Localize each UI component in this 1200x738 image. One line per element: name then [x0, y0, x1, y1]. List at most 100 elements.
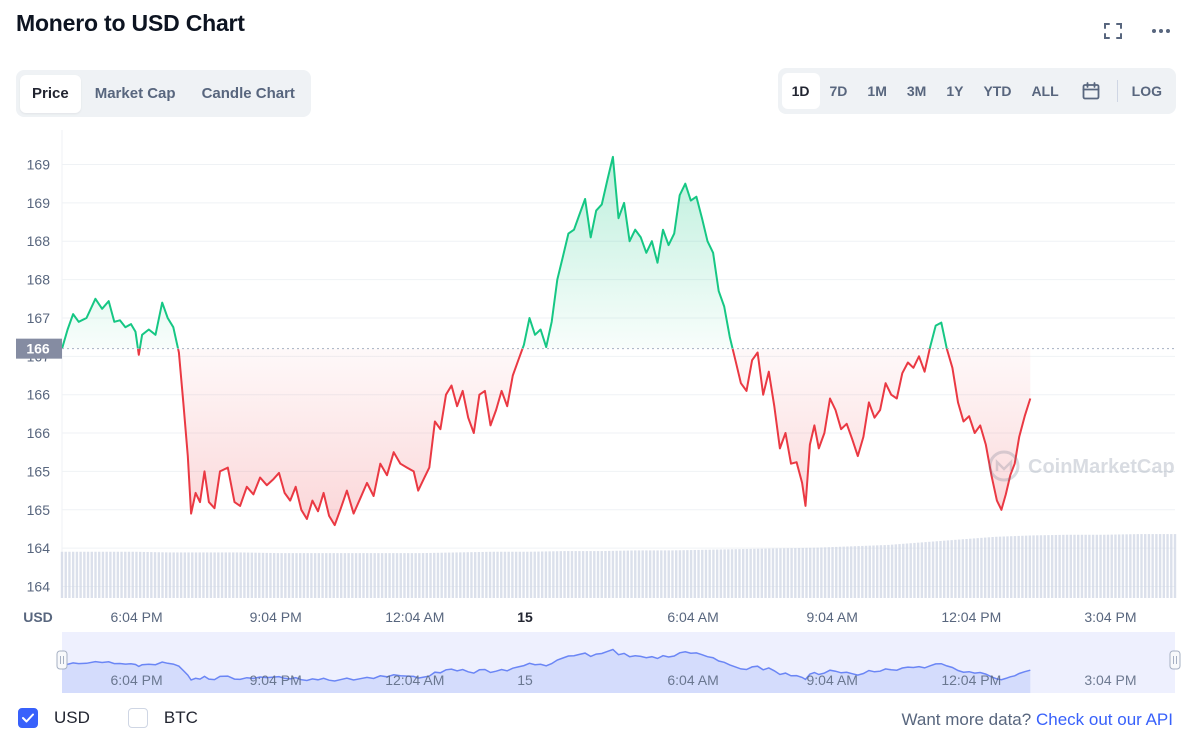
x-tick-label: 6:04 AM	[667, 609, 718, 625]
volume-bar	[325, 553, 328, 598]
volume-bar	[526, 551, 529, 598]
volume-bar	[369, 553, 373, 598]
volume-bar	[392, 553, 395, 598]
range-ytd[interactable]: YTD	[983, 83, 1012, 99]
volume-bar	[518, 551, 522, 598]
more-icon[interactable]	[1148, 18, 1174, 44]
volume-bar	[868, 545, 871, 598]
volume-bar	[328, 553, 332, 598]
range-3m[interactable]: 3M	[906, 83, 927, 99]
log-scale-toggle[interactable]: LOG	[1131, 83, 1162, 99]
baseline-badge	[16, 338, 62, 359]
volume-bar	[313, 553, 317, 598]
watermark-logo	[988, 450, 1020, 482]
volume-bar	[771, 548, 775, 598]
api-prompt: Want more data? Check out our API	[901, 710, 1173, 730]
volume-bar	[745, 548, 749, 598]
price-chart[interactable]: 169169168168167167166166165165164164166C…	[0, 0, 1200, 700]
volume-bar	[864, 545, 868, 598]
range-all[interactable]: ALL	[1031, 83, 1059, 99]
x-tick-label: 9:04 AM	[807, 609, 858, 625]
volume-bar	[660, 550, 663, 598]
volume-bar	[578, 551, 581, 598]
volume-bar	[756, 548, 760, 598]
range-1d[interactable]: 1D	[781, 73, 820, 109]
volume-bar	[388, 553, 391, 598]
volume-bar	[380, 553, 384, 598]
volume-bar	[1114, 534, 1117, 598]
checkbox-btc[interactable]	[127, 708, 148, 728]
volume-bar	[559, 551, 563, 598]
volume-bar	[1151, 534, 1154, 598]
volume-bar	[269, 552, 272, 598]
volume-bar	[213, 552, 216, 598]
volume-bar	[462, 552, 466, 598]
volume-bar	[548, 551, 551, 598]
tab-candle-chart[interactable]: Candle Chart	[201, 85, 295, 102]
volume-bar	[835, 546, 838, 598]
volume-bar	[153, 552, 157, 598]
y-tick-label: 167	[27, 310, 51, 326]
volume-bar	[704, 549, 708, 598]
volume-bar	[220, 552, 224, 598]
volume-bar	[276, 553, 280, 598]
range-1y[interactable]: 1Y	[946, 83, 964, 99]
volume-bar	[753, 548, 756, 598]
volume-bar	[366, 553, 369, 598]
volume-bar	[146, 552, 149, 598]
volume-bar	[124, 551, 127, 598]
volume-bar	[250, 552, 254, 598]
y-tick-label: 168	[27, 233, 51, 249]
api-link[interactable]: Check out our API	[1035, 710, 1173, 729]
volume-bar	[1002, 536, 1005, 598]
checkbox-usd[interactable]	[18, 708, 38, 728]
volume-bar	[827, 547, 831, 598]
calendar-icon[interactable]	[1069, 73, 1113, 109]
volume-bar	[183, 552, 187, 598]
volume-bar	[287, 553, 291, 598]
volume-bar	[961, 539, 965, 598]
tab-market-cap[interactable]: Market Cap	[94, 85, 176, 102]
volume-bar	[1036, 535, 1039, 598]
volume-bar	[258, 552, 261, 598]
volume-bar	[265, 552, 268, 598]
volume-bar	[849, 546, 853, 598]
volume-bar	[890, 544, 894, 598]
volume-bar	[1136, 534, 1139, 598]
volume-bar	[805, 547, 808, 598]
volume-bar	[816, 547, 819, 598]
volume-bar	[902, 543, 905, 598]
page-title: Monero to USD Chart	[16, 10, 245, 36]
legend-item-btc[interactable]: BTC	[127, 708, 198, 728]
volume-bar	[358, 553, 361, 598]
volume-bar	[142, 551, 146, 598]
volume-bar	[187, 552, 190, 598]
range-7d[interactable]: 7D	[829, 83, 848, 99]
volume-bar	[507, 551, 510, 598]
volume-bar	[205, 552, 209, 598]
tab-price[interactable]: Price	[20, 74, 81, 113]
volume-bar	[1125, 534, 1128, 598]
volume-bar	[876, 545, 879, 598]
volume-bar	[853, 546, 857, 598]
fullscreen-icon[interactable]	[1100, 18, 1126, 44]
navigator-handle-left[interactable]	[56, 650, 68, 670]
legend-item-usd[interactable]: USD	[18, 708, 90, 728]
volume-bar	[373, 553, 376, 598]
volume-bar	[667, 550, 670, 598]
volume-bar	[634, 550, 637, 598]
volume-bar	[898, 544, 901, 598]
volume-bar	[693, 549, 697, 598]
volume-bar	[503, 551, 507, 598]
volume-bar	[581, 551, 585, 598]
volume-bar	[570, 551, 574, 598]
legend-label-btc: BTC	[163, 708, 198, 727]
volume-bar	[1170, 534, 1173, 598]
volume-bar	[1103, 534, 1106, 598]
volume-bar	[1006, 536, 1009, 598]
volume-bar	[782, 548, 786, 598]
volume-bar	[555, 551, 559, 598]
navigator-handle-right[interactable]	[1169, 650, 1181, 670]
volume-bar	[574, 551, 577, 598]
range-1m[interactable]: 1M	[867, 83, 887, 99]
